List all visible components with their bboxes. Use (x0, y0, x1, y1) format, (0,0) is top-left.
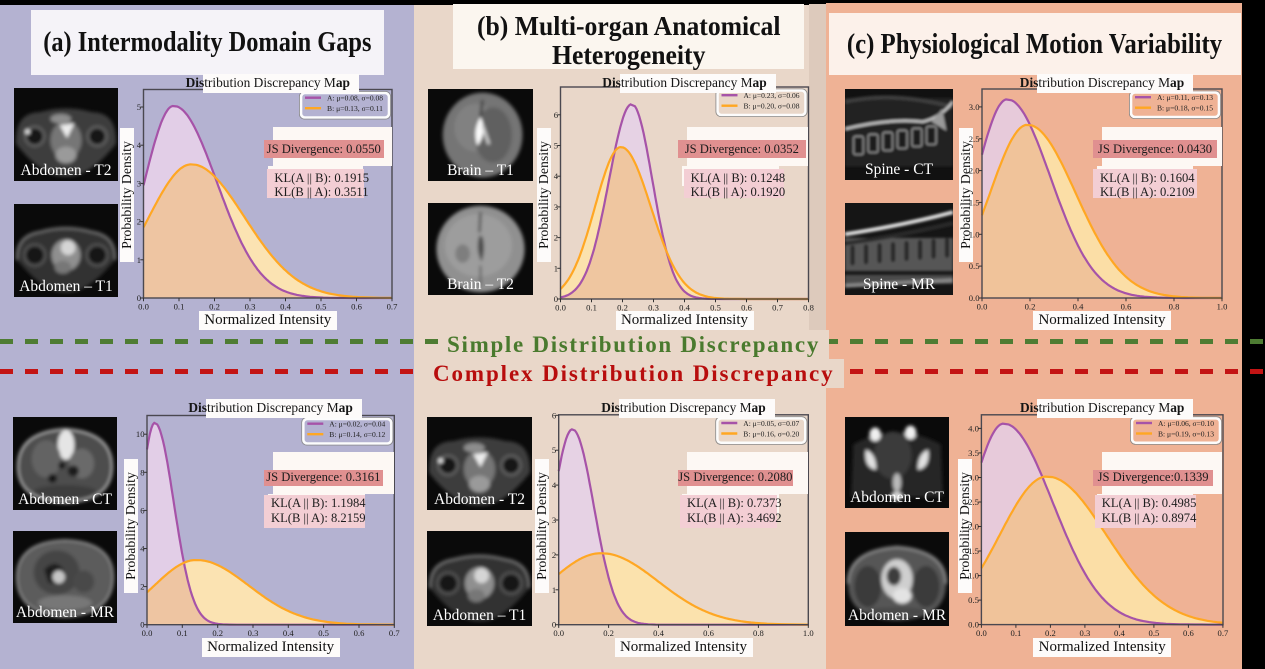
svg-text:1: 1 (554, 263, 558, 273)
svg-text:0.0: 0.0 (976, 628, 987, 638)
svg-text:2.5: 2.5 (969, 134, 980, 144)
svg-text:1: 1 (552, 585, 556, 595)
svg-text:0.0: 0.0 (553, 628, 564, 638)
svg-text:0.1: 0.1 (586, 303, 597, 313)
svg-text:2: 2 (140, 582, 144, 592)
svg-text:0.5: 0.5 (968, 595, 979, 605)
svg-text:0.5: 0.5 (318, 628, 329, 638)
svg-text:3: 3 (554, 202, 558, 212)
svg-text:2.5: 2.5 (968, 497, 979, 507)
svg-text:2.0: 2.0 (968, 522, 979, 532)
svg-text:3.0: 3.0 (969, 102, 980, 112)
svg-text:5: 5 (554, 141, 558, 151)
svg-text:2: 2 (137, 217, 141, 227)
svg-text:0.3: 0.3 (248, 628, 259, 638)
svg-text:1: 1 (137, 255, 141, 265)
svg-text:5: 5 (137, 102, 141, 112)
svg-text:0.4: 0.4 (653, 628, 664, 638)
svg-text:0.7: 0.7 (387, 302, 398, 312)
svg-text:2: 2 (554, 233, 558, 243)
svg-text:0.7: 0.7 (772, 303, 783, 313)
svg-text:6: 6 (552, 410, 557, 420)
svg-text:0.0: 0.0 (968, 620, 979, 630)
svg-text:0.4: 0.4 (679, 303, 690, 313)
svg-text:0: 0 (137, 293, 141, 303)
svg-text:0.0: 0.0 (969, 293, 980, 303)
svg-text:0.4: 0.4 (1114, 628, 1125, 638)
svg-text:1.0: 1.0 (968, 571, 979, 581)
svg-text:0: 0 (140, 620, 144, 630)
svg-text:4: 4 (137, 140, 142, 150)
svg-text:4: 4 (554, 171, 559, 181)
svg-text:0.5: 0.5 (1149, 628, 1160, 638)
svg-text:0.2: 0.2 (1045, 628, 1056, 638)
svg-text:0.5: 0.5 (316, 302, 327, 312)
svg-text:0.2: 0.2 (1025, 302, 1036, 312)
svg-text:0.2: 0.2 (209, 302, 220, 312)
svg-text:2: 2 (552, 550, 556, 560)
svg-text:A: μ=0.05, σ=0.07: A: μ=0.05, σ=0.07 (743, 419, 799, 428)
svg-text:3: 3 (137, 178, 141, 188)
svg-text:B: μ=0.20, σ=0.08: B: μ=0.20, σ=0.08 (744, 102, 800, 111)
svg-text:A: μ=0.02, σ=0.04: A: μ=0.02, σ=0.04 (329, 420, 385, 429)
svg-text:4.0: 4.0 (968, 423, 979, 433)
svg-text:6: 6 (554, 110, 559, 120)
svg-text:A: μ=0.06, σ=0.10: A: μ=0.06, σ=0.10 (1158, 419, 1214, 428)
svg-text:0: 0 (552, 620, 556, 630)
svg-text:0.6: 0.6 (741, 303, 752, 313)
svg-text:0.6: 0.6 (354, 628, 365, 638)
svg-text:0.3: 0.3 (1080, 628, 1091, 638)
svg-text:0.2: 0.2 (212, 628, 223, 638)
svg-text:1.0: 1.0 (969, 229, 980, 239)
svg-text:0.1: 0.1 (1011, 628, 1022, 638)
svg-text:0.1: 0.1 (174, 302, 185, 312)
svg-text:8: 8 (140, 467, 144, 477)
svg-text:1.0: 1.0 (803, 628, 814, 638)
svg-text:A: μ=0.23, σ=0.06: A: μ=0.23, σ=0.06 (744, 91, 800, 100)
svg-text:3: 3 (552, 515, 556, 525)
svg-text:0.2: 0.2 (603, 628, 614, 638)
svg-text:10: 10 (136, 429, 145, 439)
svg-text:0: 0 (554, 294, 558, 304)
svg-text:0.5: 0.5 (969, 261, 980, 271)
svg-text:0.0: 0.0 (977, 302, 988, 312)
svg-text:0.6: 0.6 (1183, 628, 1194, 638)
svg-text:0.4: 0.4 (280, 302, 291, 312)
svg-text:5: 5 (552, 445, 556, 455)
svg-text:A: μ=0.08, σ=0.08: A: μ=0.08, σ=0.08 (327, 94, 383, 103)
svg-text:2.0: 2.0 (969, 166, 980, 176)
svg-text:A: μ=0.11, σ=0.13: A: μ=0.11, σ=0.13 (1157, 93, 1213, 102)
svg-text:0.7: 0.7 (1218, 628, 1229, 638)
svg-text:0.6: 0.6 (703, 628, 714, 638)
svg-text:0.7: 0.7 (389, 628, 400, 638)
svg-text:0.0: 0.0 (142, 628, 153, 638)
svg-text:4: 4 (552, 480, 557, 490)
svg-text:4: 4 (140, 544, 145, 554)
svg-text:0.8: 0.8 (753, 628, 764, 638)
svg-text:0.5: 0.5 (710, 303, 721, 313)
svg-text:0.1: 0.1 (177, 628, 188, 638)
svg-text:B: μ=0.19, σ=0.13: B: μ=0.19, σ=0.13 (1158, 429, 1214, 438)
svg-text:B: μ=0.14, σ=0.12: B: μ=0.14, σ=0.12 (329, 430, 385, 439)
svg-text:0.0: 0.0 (138, 302, 149, 312)
svg-text:0.8: 0.8 (1169, 302, 1180, 312)
svg-text:0.4: 0.4 (283, 628, 294, 638)
svg-text:0.8: 0.8 (803, 303, 814, 313)
svg-text:0.4: 0.4 (1073, 302, 1084, 312)
svg-text:3.5: 3.5 (968, 448, 979, 458)
svg-text:3.0: 3.0 (968, 473, 979, 483)
svg-text:0.3: 0.3 (245, 302, 256, 312)
svg-text:0.3: 0.3 (648, 303, 659, 313)
svg-text:B: μ=0.16, σ=0.20: B: μ=0.16, σ=0.20 (743, 429, 799, 438)
svg-text:0.0: 0.0 (555, 303, 566, 313)
svg-text:0.6: 0.6 (351, 302, 362, 312)
svg-text:6: 6 (140, 505, 145, 515)
svg-text:0.2: 0.2 (617, 303, 628, 313)
svg-text:1.5: 1.5 (968, 546, 979, 556)
svg-text:0.6: 0.6 (1121, 302, 1132, 312)
svg-text:B: μ=0.18, σ=0.15: B: μ=0.18, σ=0.15 (1157, 104, 1213, 113)
svg-text:B: μ=0.13, σ=0.11: B: μ=0.13, σ=0.11 (327, 104, 383, 113)
svg-text:1.0: 1.0 (1217, 302, 1228, 312)
svg-text:1.5: 1.5 (969, 197, 980, 207)
